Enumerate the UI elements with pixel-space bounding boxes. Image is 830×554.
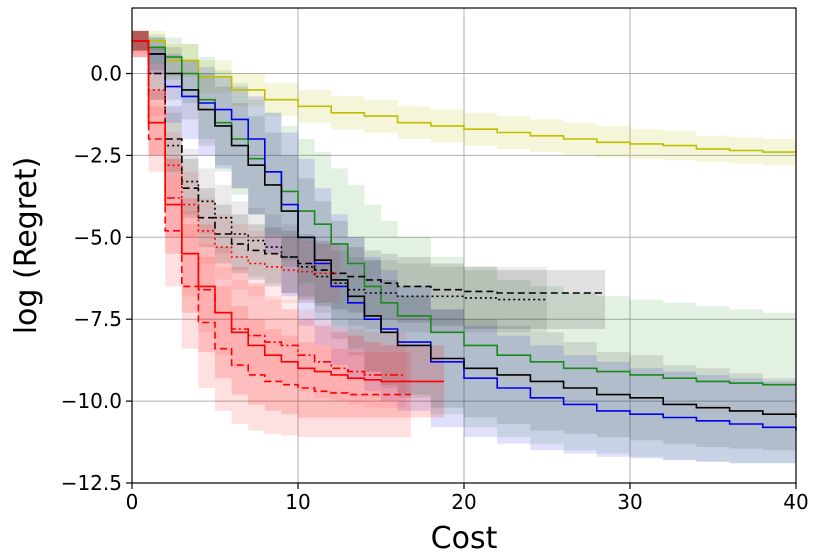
line-red-dashdot	[132, 40, 406, 376]
y-axis-title: log (Regret)	[9, 157, 44, 335]
x-tick-label: 20	[451, 490, 476, 514]
axis-ticks: 0 10 20 30 40 0.0 −2.5 −5.0 −7.5 −10.0 −12.5	[61, 62, 809, 514]
line-red-dashed	[132, 40, 411, 396]
line-yellow	[132, 40, 796, 153]
x-tick-label: 30	[617, 490, 642, 514]
band-red-dotted	[132, 30, 340, 303]
line-blue	[132, 40, 797, 431]
band-red	[132, 30, 445, 418]
band-green	[132, 30, 796, 464]
band-yellow	[132, 30, 796, 166]
line-red-dotted	[132, 40, 340, 275]
band-black-dotted	[132, 30, 547, 333]
y-tick-label: −2.5	[73, 143, 122, 167]
band-red-dashed	[132, 30, 411, 438]
y-tick-label: −10.0	[61, 389, 122, 413]
series-lines	[132, 40, 797, 431]
x-axis-title: Cost	[431, 521, 498, 554]
line-black-dashed	[132, 40, 606, 294]
band-red-dashdot	[132, 30, 406, 408]
band-black-dashed	[132, 30, 606, 330]
y-tick-label: 0.0	[90, 62, 122, 86]
line-black	[132, 40, 797, 418]
x-tick-label: 10	[285, 490, 310, 514]
y-tick-label: −7.5	[73, 307, 122, 331]
y-tick-label: −5.0	[73, 225, 122, 249]
line-red	[132, 40, 445, 383]
band-blue	[132, 30, 796, 467]
y-tick-label: −12.5	[61, 471, 122, 495]
x-tick-label: 0	[126, 490, 139, 514]
x-tick-label: 40	[783, 490, 808, 514]
